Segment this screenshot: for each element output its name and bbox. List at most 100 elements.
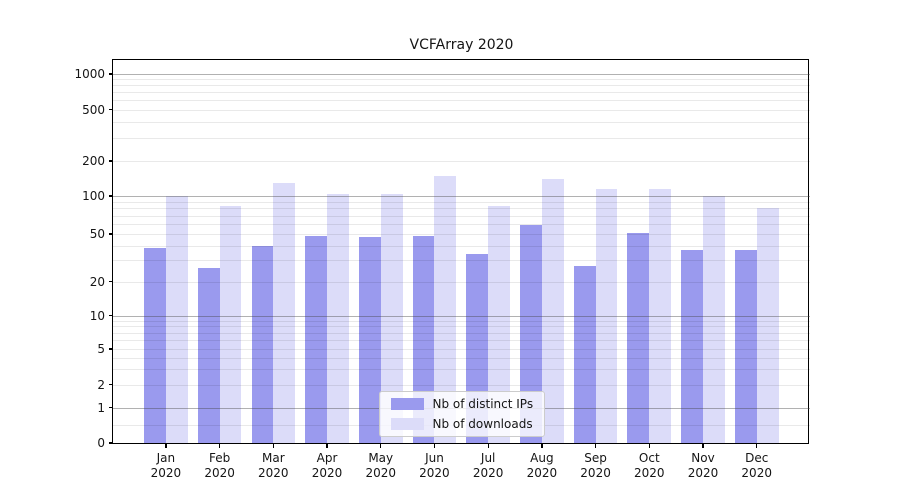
x-tick-label-month: Apr (316, 450, 338, 465)
legend-label-distinct-ips: Nb of distinct IPs (432, 396, 534, 411)
bar-nb-of-distinct-ips-may (358, 237, 381, 443)
x-tick-label-month: May (368, 450, 394, 465)
x-tick-mark-sep (594, 444, 597, 449)
bar-nb-of-downloads-jan (165, 196, 188, 443)
x-tick-mark-jul (487, 444, 489, 449)
y-tick-label-1: 1 (97, 400, 105, 415)
x-tick-label-sep: Sep 2020 (569, 451, 623, 482)
x-tick-label-year: 2020 (311, 466, 343, 480)
bar-nb-of-distinct-ips-feb (197, 267, 220, 443)
x-tick-mark-jun (433, 444, 436, 449)
y-tick-label-500: 500 (82, 102, 105, 117)
x-tick-label-year: 2020 (687, 466, 719, 480)
x-tick-label-dec: Dec 2020 (730, 451, 784, 482)
bar-nb-of-downloads-oct (649, 188, 672, 443)
x-tick-label-year: 2020 (150, 466, 182, 480)
x-tick-label-mar: Mar 2020 (246, 451, 300, 482)
x-tick-label-month: Jul (480, 450, 496, 465)
y-tick-mark-5 (108, 348, 113, 350)
y-tick-label-2: 2 (97, 377, 105, 392)
x-tick-label-jul: Jul 2020 (461, 451, 515, 482)
legend-item-downloads: Nb of downloads (390, 416, 545, 432)
bar-nb-of-distinct-ips-dec (734, 249, 757, 443)
x-tick-label-year: 2020 (258, 466, 289, 480)
bar-nb-of-downloads-dec (756, 207, 779, 443)
x-tick-label-year: 2020 (526, 466, 558, 480)
bar-nb-of-downloads-mar (273, 182, 296, 443)
legend-item-distinct-ips: Nb of distinct IPs (390, 396, 545, 412)
x-tick-label-nov: Nov 2020 (676, 451, 730, 482)
bar-nb-of-downloads-may (380, 193, 403, 443)
bar-nb-of-distinct-ips-sep (573, 265, 596, 443)
y-tick-label-200: 200 (82, 154, 105, 168)
y-tick-label-10: 10 (89, 308, 105, 323)
bar-nb-of-downloads-apr (327, 194, 349, 443)
x-tick-label-year: 2020 (204, 466, 235, 480)
bar-nb-of-distinct-ips-oct (627, 232, 650, 443)
x-tick-mark-jan (165, 444, 167, 449)
bar-nb-of-downloads-aug (541, 179, 564, 443)
x-tick-label-year: 2020 (580, 466, 611, 480)
legend-swatch-distinct-ips (390, 398, 424, 410)
bar-nb-of-distinct-ips-nov (681, 249, 703, 443)
bar-nb-of-distinct-ips-jan (144, 248, 166, 443)
x-tick-label-month: Dec (745, 450, 769, 465)
x-tick-label-month: Jun (425, 450, 444, 465)
x-tick-label-month: Aug (530, 450, 554, 465)
x-tick-mark-feb (218, 444, 221, 449)
x-tick-label-may: May 2020 (354, 451, 408, 482)
bar-nb-of-downloads-sep (595, 188, 618, 443)
x-tick-mark-nov (702, 444, 704, 449)
bar-nb-of-downloads-nov (703, 196, 725, 443)
bar-nb-of-distinct-ips-mar (251, 245, 274, 443)
x-tick-label-aug: Aug 2020 (515, 451, 569, 482)
x-tick-label-month: Mar (261, 450, 285, 465)
x-tick-label-year: 2020 (419, 466, 450, 480)
x-tick-label-year: 2020 (365, 466, 396, 480)
y-tick-mark-200 (108, 160, 113, 162)
y-tick-mark-0 (108, 442, 113, 444)
y-tick-label-0: 0 (97, 436, 105, 450)
bar-nb-of-distinct-ips-aug (520, 224, 542, 443)
y-tick-label-5: 5 (97, 342, 105, 356)
x-tick-label-apr: Apr 2020 (300, 451, 354, 482)
y-tick-label-20: 20 (89, 274, 105, 289)
legend: Nb of distinct IPs Nb of downloads (378, 391, 545, 437)
y-tick-mark-2 (108, 383, 113, 386)
plot-spines (111, 58, 810, 445)
y-tick-mark-1000 (108, 73, 113, 75)
x-tick-label-feb: Feb 2020 (193, 451, 247, 482)
x-tick-mark-aug (541, 444, 543, 449)
x-tick-label-month: Feb (208, 450, 231, 465)
plot-area: Nb of distinct IPs Nb of downloads (113, 60, 810, 443)
bar-nb-of-distinct-ips-apr (305, 236, 328, 443)
y-tick-label-100: 100 (82, 189, 105, 203)
y-tick-mark-1 (108, 406, 113, 409)
y-tick-mark-500 (108, 108, 113, 111)
bars-layer (113, 60, 810, 443)
x-tick-label-year: 2020 (472, 466, 504, 480)
x-tick-label-oct: Oct 2020 (622, 451, 676, 482)
legend-label-downloads: Nb of downloads (432, 416, 533, 431)
x-tick-mark-dec (756, 444, 758, 449)
x-tick-label-jun: Jun 2020 (407, 451, 461, 482)
y-tick-mark-20 (108, 280, 113, 283)
y-tick-mark-50 (108, 233, 113, 235)
x-tick-label-month: Nov (691, 450, 715, 465)
x-tick-label-year: 2020 (634, 466, 665, 480)
bar-nb-of-downloads-jun (434, 175, 457, 443)
y-tick-mark-100 (108, 195, 113, 197)
chart-title: VCFArray 2020 (409, 37, 514, 53)
bar-nb-of-downloads-jul (488, 205, 510, 443)
x-tick-mark-oct (648, 444, 650, 449)
y-tick-label-50: 50 (89, 227, 105, 241)
x-tick-mark-may (380, 444, 382, 449)
bar-nb-of-downloads-feb (219, 205, 242, 443)
x-tick-mark-mar (272, 444, 274, 449)
x-tick-label-year: 2020 (741, 466, 772, 480)
x-tick-label-month: Oct (638, 450, 660, 465)
y-tick-mark-10 (108, 314, 113, 317)
x-tick-label-month: Sep (584, 450, 607, 465)
x-tick-mark-apr (326, 444, 328, 449)
